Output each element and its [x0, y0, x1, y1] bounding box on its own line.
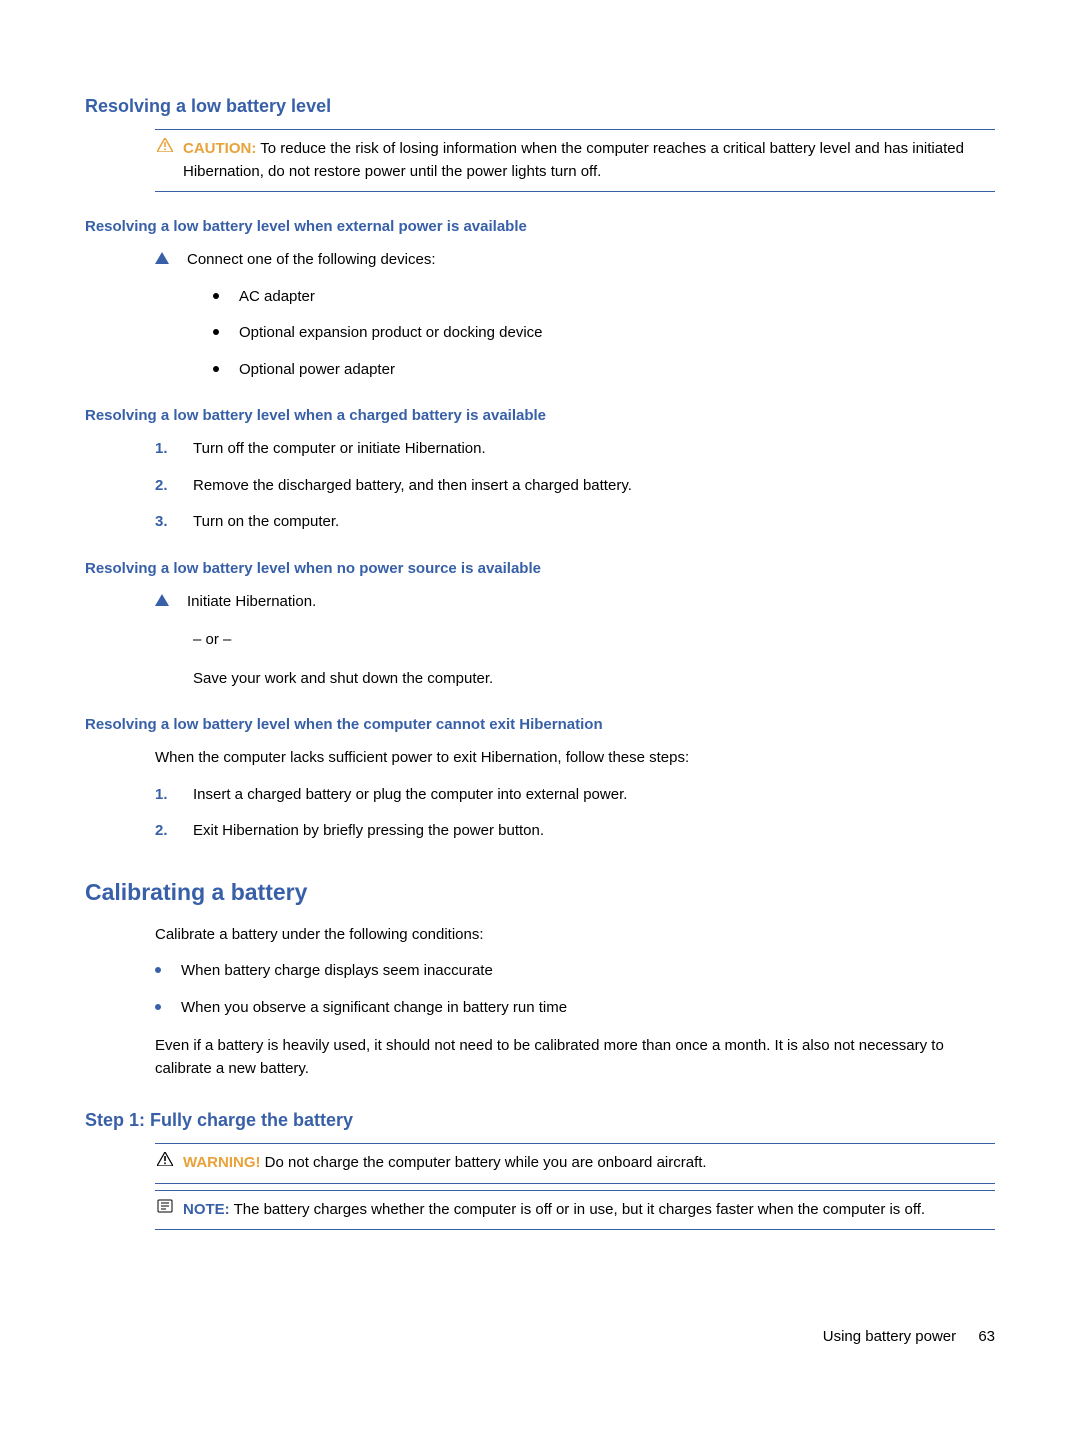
list-item: 1. Turn off the computer or initiate Hibe… [155, 438, 995, 461]
caution-callout: CAUTION: To reduce the risk of losing in… [155, 129, 995, 192]
heading-charged-battery: Resolving a low battery level when a cha… [85, 407, 995, 424]
warning-text: WARNING! Do not charge the computer batt… [183, 1152, 707, 1175]
note-icon [155, 1199, 175, 1213]
line-text: Save your work and shut down the compute… [193, 668, 995, 691]
list-item-label: Remove the discharged battery, and then … [193, 475, 632, 498]
tail-text: Even if a battery is heavily used, it sh… [155, 1035, 995, 1080]
lead-text: When the computer lacks sufficient power… [155, 747, 995, 770]
caution-body: To reduce the risk of losing information… [183, 140, 964, 180]
note-text: NOTE: The battery charges whether the co… [183, 1199, 925, 1222]
warning-label: WARNING! [183, 1154, 261, 1171]
ordered-list: 1. Insert a charged battery or plug the c… [155, 784, 995, 843]
heading-step1-charge: Step 1: Fully charge the battery [85, 1110, 995, 1131]
list-item-label: When you observe a significant change in… [181, 997, 567, 1020]
list-item-label: Optional expansion product or docking de… [239, 322, 543, 345]
heading-resolving-low-battery: Resolving a low battery level [85, 96, 995, 117]
list-item-label: Exit Hibernation by briefly pressing the… [193, 820, 544, 843]
heading-calibrating-battery: Calibrating a battery [85, 879, 995, 906]
heading-cannot-exit-hibernation: Resolving a low battery level when the c… [85, 716, 995, 733]
list-item-label: AC adapter [239, 286, 315, 309]
step-number: 3. [155, 511, 173, 534]
list-item-label: Turn on the computer. [193, 511, 339, 534]
list-item: Optional expansion product or docking de… [213, 322, 995, 345]
heading-no-power: Resolving a low battery level when no po… [85, 560, 995, 577]
list-item: 2. Remove the discharged battery, and the… [155, 475, 995, 498]
footer-section: Using battery power [823, 1328, 956, 1345]
caution-label: CAUTION: [183, 140, 256, 157]
step-number: 1. [155, 438, 173, 461]
list-item: AC adapter [213, 286, 995, 309]
warning-body: Do not charge the computer battery while… [265, 1154, 707, 1171]
list-item: Optional power adapter [213, 359, 995, 382]
note-callout: NOTE: The battery charges whether the co… [155, 1190, 995, 1231]
bullet-row: Initiate Hibernation. [155, 591, 995, 614]
step-number: 2. [155, 475, 173, 498]
ordered-list: 1. Turn off the computer or initiate Hibe… [155, 438, 995, 534]
list-item-label: When battery charge displays seem inaccu… [181, 960, 493, 983]
step-number: 2. [155, 820, 173, 843]
lead-text: Connect one of the following devices: [187, 249, 436, 272]
list-item-label: Insert a charged battery or plug the com… [193, 784, 627, 807]
triangle-bullet-icon [155, 594, 169, 606]
warning-triangle-icon [155, 1152, 175, 1166]
note-body: The battery charges whether the computer… [234, 1201, 925, 1218]
device-list: AC adapter Optional expansion product or… [213, 286, 995, 382]
line-text: Initiate Hibernation. [187, 591, 316, 614]
dot-icon [155, 967, 161, 973]
caution-triangle-icon [155, 138, 175, 152]
list-item: 3. Turn on the computer. [155, 511, 995, 534]
step-number: 1. [155, 784, 173, 807]
or-separator: – or – [193, 629, 995, 652]
list-item-label: Turn off the computer or initiate Hibern… [193, 438, 486, 461]
warning-callout: WARNING! Do not charge the computer batt… [155, 1143, 995, 1184]
page-number: 63 [978, 1328, 995, 1345]
bullet-row: Connect one of the following devices: [155, 249, 995, 272]
caution-text: CAUTION: To reduce the risk of losing in… [183, 138, 991, 183]
list-item: When you observe a significant change in… [155, 997, 995, 1020]
heading-external-power: Resolving a low battery level when exter… [85, 218, 995, 235]
dot-icon [155, 1004, 161, 1010]
list-item: 1. Insert a charged battery or plug the c… [155, 784, 995, 807]
note-label: NOTE: [183, 1201, 230, 1218]
dot-icon [213, 366, 219, 372]
triangle-bullet-icon [155, 252, 169, 264]
conditions-list: When battery charge displays seem inaccu… [155, 960, 995, 1019]
lead-text: Calibrate a battery under the following … [155, 924, 995, 947]
dot-icon [213, 293, 219, 299]
list-item: When battery charge displays seem inaccu… [155, 960, 995, 983]
page-footer: Using battery power 63 [823, 1328, 995, 1345]
list-item: 2. Exit Hibernation by briefly pressing t… [155, 820, 995, 843]
list-item-label: Optional power adapter [239, 359, 395, 382]
dot-icon [213, 329, 219, 335]
